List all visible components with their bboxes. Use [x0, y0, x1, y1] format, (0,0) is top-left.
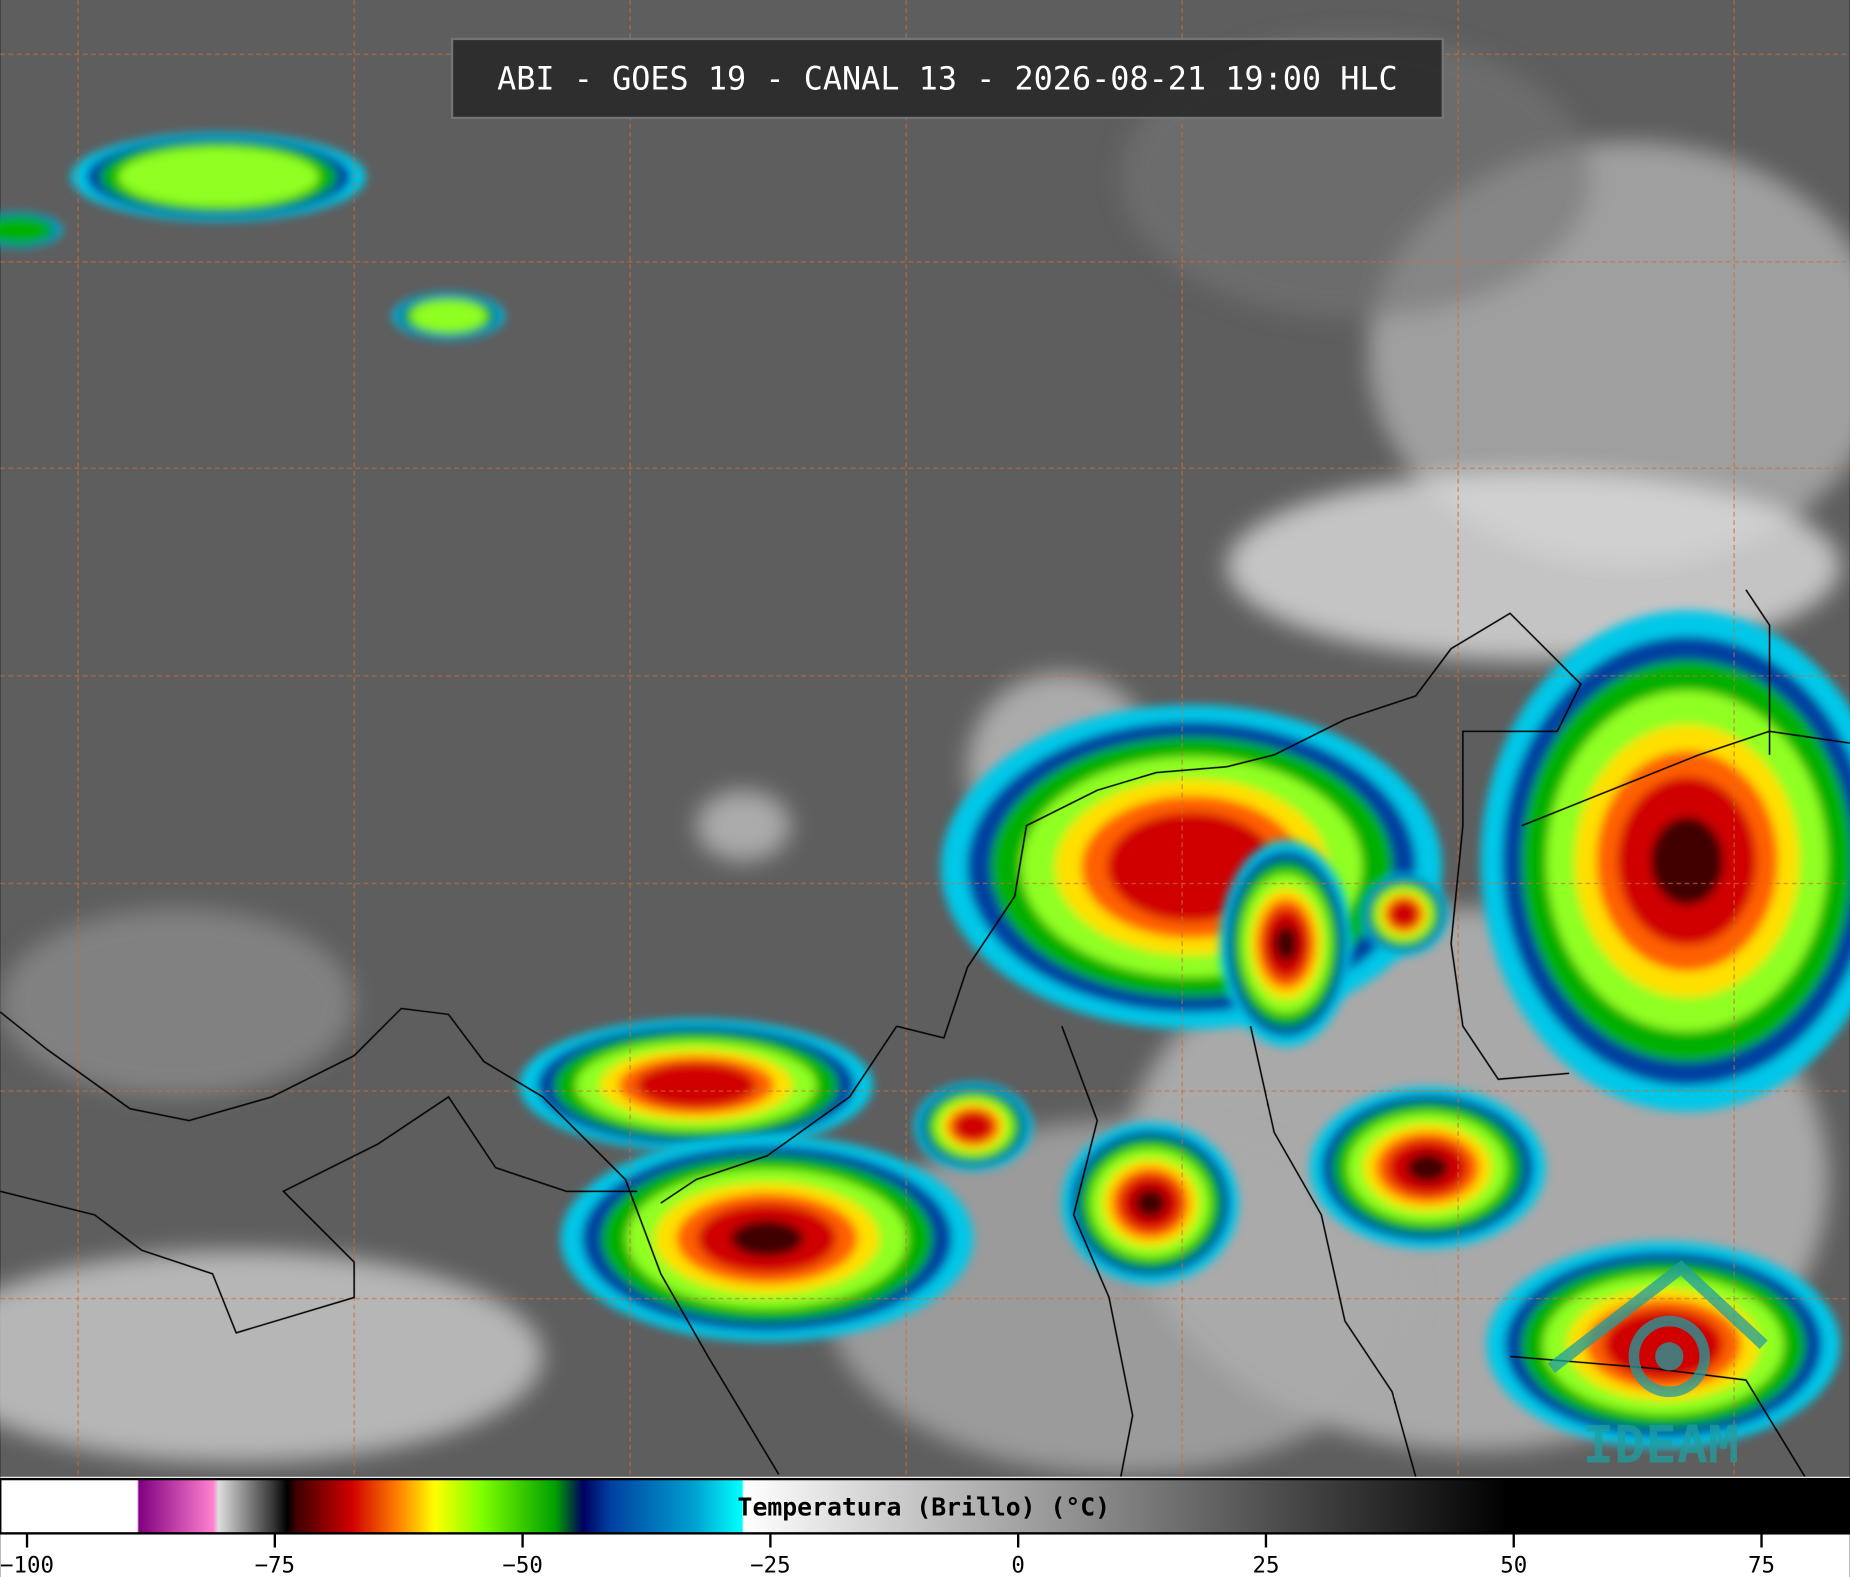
storm-cell	[392, 292, 505, 340]
logo-text: IDEAM	[1583, 1416, 1739, 1476]
storm-cell	[1309, 1086, 1546, 1249]
storm-layer	[1274, 925, 1298, 962]
tick-label: 75	[1748, 1552, 1775, 1577]
storm-layer	[0, 215, 54, 245]
grid	[0, 0, 1850, 1477]
storm-cell	[1219, 840, 1353, 1047]
storm-cell	[71, 132, 366, 222]
storm-cell	[1480, 610, 1850, 1112]
storm-layer	[953, 1111, 994, 1142]
storm-layer	[730, 1220, 804, 1257]
tick-label: 0	[1011, 1552, 1025, 1577]
tick-label: −100	[0, 1552, 54, 1577]
storm-cell	[519, 1018, 874, 1152]
tick-label: −75	[255, 1552, 295, 1577]
tick-label: 50	[1500, 1552, 1527, 1577]
coastlines	[0, 589, 1850, 1478]
map-title: ABI - GOES 19 - CANAL 13 - 2026-08-21 19…	[497, 60, 1398, 98]
storm-cell	[1359, 872, 1449, 956]
title-box: ABI - GOES 19 - CANAL 13 - 2026-08-21 19…	[450, 37, 1444, 120]
tick-label: 25	[1252, 1552, 1279, 1577]
colorbar-ticks: −100 −75 −50 −25 0 25 50 75	[0, 1533, 1775, 1577]
storm-layer	[1650, 816, 1724, 906]
storm-layer	[636, 1062, 756, 1108]
tick-label: −50	[502, 1552, 542, 1577]
storm-layer	[1406, 1153, 1449, 1182]
storm-cell	[1061, 1122, 1239, 1285]
storm-cell	[560, 1135, 974, 1342]
storm-cell	[940, 704, 1443, 1030]
storm-layer	[118, 146, 319, 208]
colorbar-label: Temperatura (Brillo) (°C)	[738, 1493, 1111, 1522]
storm-layer	[1134, 1188, 1166, 1218]
logo: IDEAM	[1547, 1260, 1768, 1476]
tick-label: −25	[750, 1552, 790, 1577]
storm-layer	[410, 300, 487, 333]
storm-cell	[914, 1082, 1033, 1171]
storm-cell	[0, 212, 63, 248]
storm-layer	[1389, 900, 1419, 928]
